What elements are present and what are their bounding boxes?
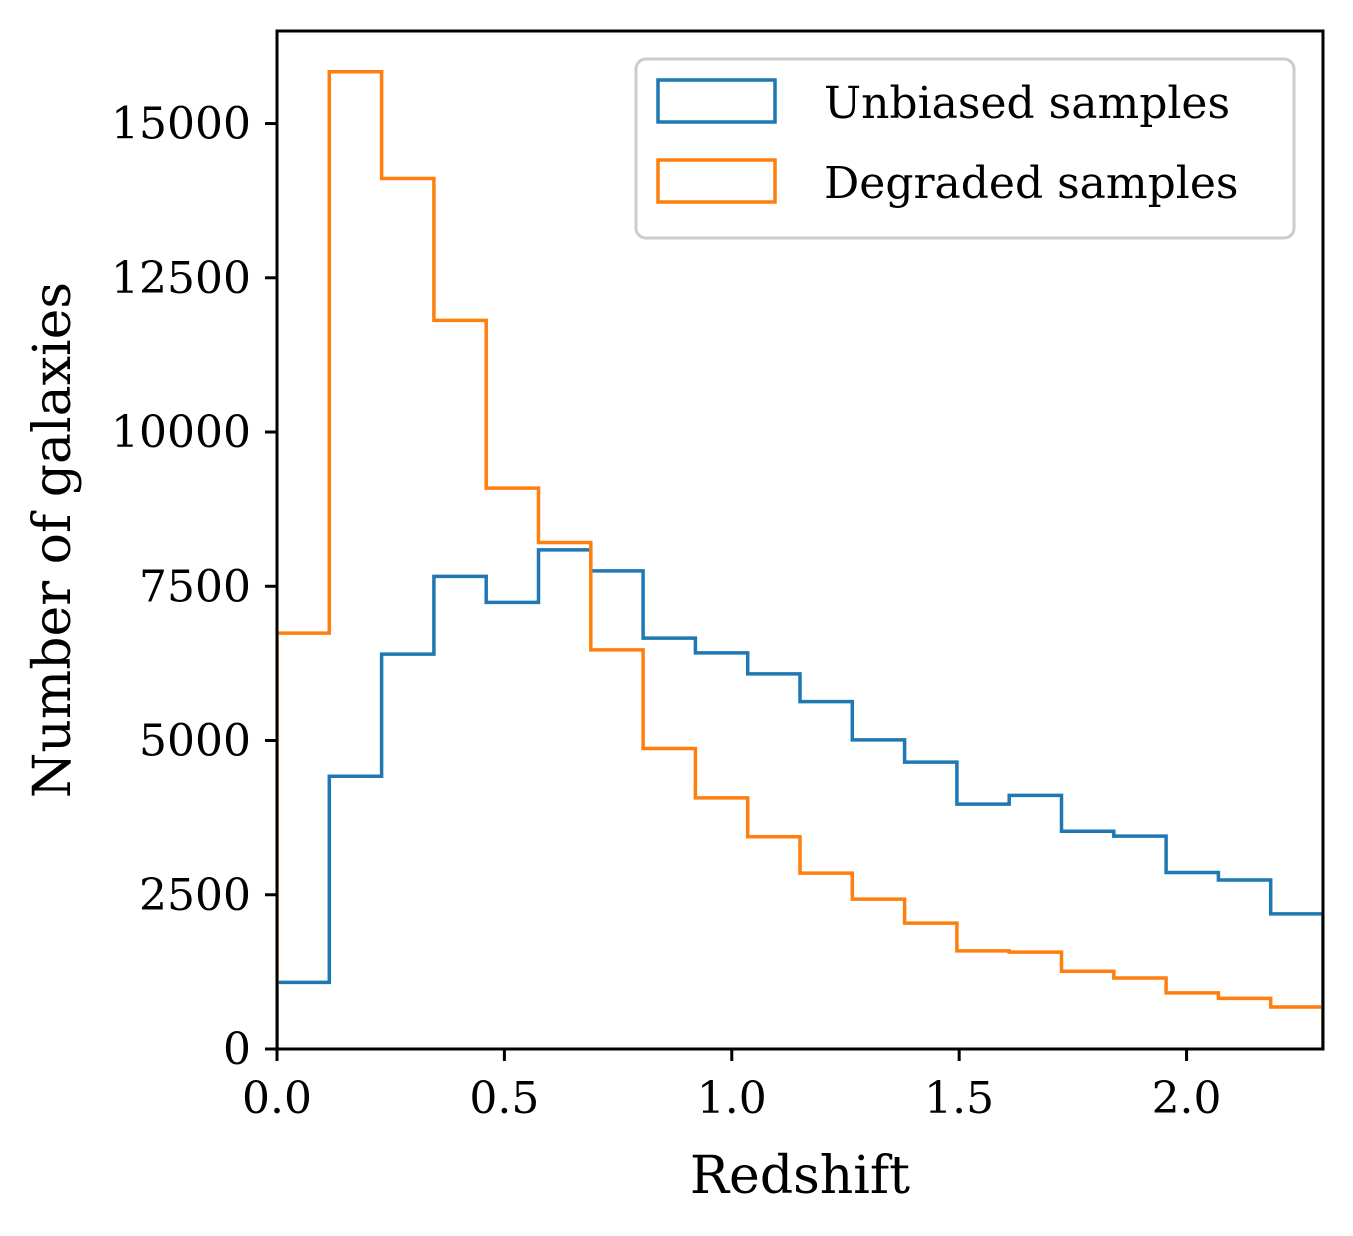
y-tick-label: 10000 <box>111 407 251 458</box>
plot-area-frame <box>275 29 1325 1051</box>
y-axis-label: Number of galaxies <box>23 282 83 798</box>
legend: Unbiased samples Degraded samples <box>634 57 1296 240</box>
legend-swatch <box>656 78 777 124</box>
x-tick-label: 0.5 <box>469 1073 539 1124</box>
legend-box <box>634 57 1296 240</box>
y-tick-label: 15000 <box>111 99 251 150</box>
y-tick-label: 7500 <box>139 561 251 612</box>
histogram-step-line <box>277 548 1323 1049</box>
y-tick-label: 0 <box>223 1024 251 1075</box>
y-tick-label: 12500 <box>111 253 251 304</box>
legend-swatch <box>656 158 777 204</box>
legend-label: Unbiased samples <box>824 78 1230 129</box>
x-tick-label: 1.0 <box>697 1073 767 1124</box>
y-tick-label: 5000 <box>139 716 251 767</box>
x-tick-label: 1.5 <box>924 1073 994 1124</box>
x-axis-label: Redshift <box>690 1146 910 1206</box>
legend-label: Degraded samples <box>824 158 1239 209</box>
y-tick-label: 2500 <box>139 870 251 921</box>
series-degraded <box>277 69 1323 1049</box>
x-tick-label: 0.0 <box>242 1073 312 1124</box>
series-unbiased <box>277 548 1323 1049</box>
x-tick-label: 2.0 <box>1152 1073 1222 1124</box>
histogram-step-line <box>277 69 1323 1049</box>
